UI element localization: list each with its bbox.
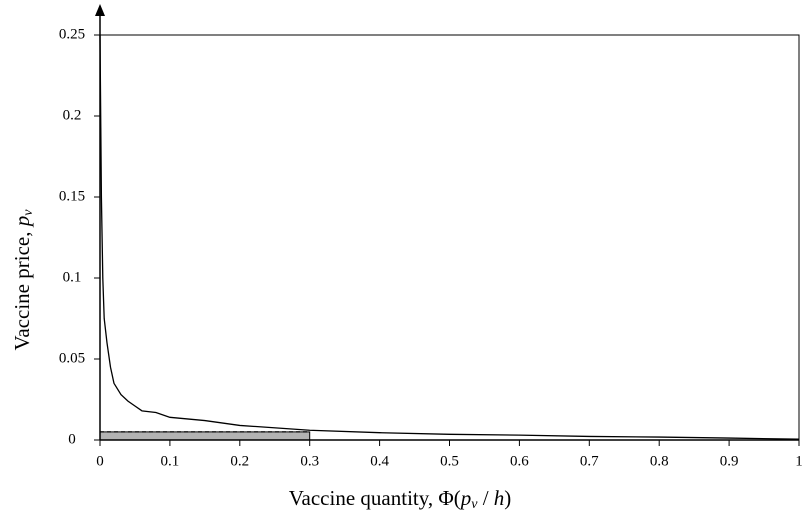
y-tick-label: 0.2: [63, 107, 82, 123]
x-tick-label: 0.7: [580, 453, 599, 469]
x-tick-label: 0.9: [720, 453, 739, 469]
x-axis-label: Vaccine quantity, Φ(pv / h): [289, 486, 512, 512]
y-tick-label: 0.25: [59, 26, 85, 42]
y-axis-label: Vaccine price, pv: [10, 209, 36, 351]
x-tick-label: 0.1: [161, 453, 180, 469]
x-tick-label: 0: [96, 453, 104, 469]
y-tick-label: 0.15: [59, 188, 85, 204]
y-tick-label: 0.1: [63, 269, 82, 285]
x-tick-label: 0.6: [510, 453, 529, 469]
shaded-region: [99, 431, 311, 441]
x-tick-label: 0.4: [370, 453, 389, 469]
x-tick-label: 1: [795, 453, 803, 469]
x-tick-label: 0.3: [300, 453, 319, 469]
x-tick-label: 0.5: [440, 453, 459, 469]
plot-frame: [100, 34, 800, 440]
curve: [99, 34, 800, 440]
y-tick-label: 0.05: [59, 350, 85, 366]
y-tick-label: 0: [68, 431, 76, 447]
x-tick-label: 0.2: [230, 453, 249, 469]
x-tick-label: 0.8: [650, 453, 669, 469]
